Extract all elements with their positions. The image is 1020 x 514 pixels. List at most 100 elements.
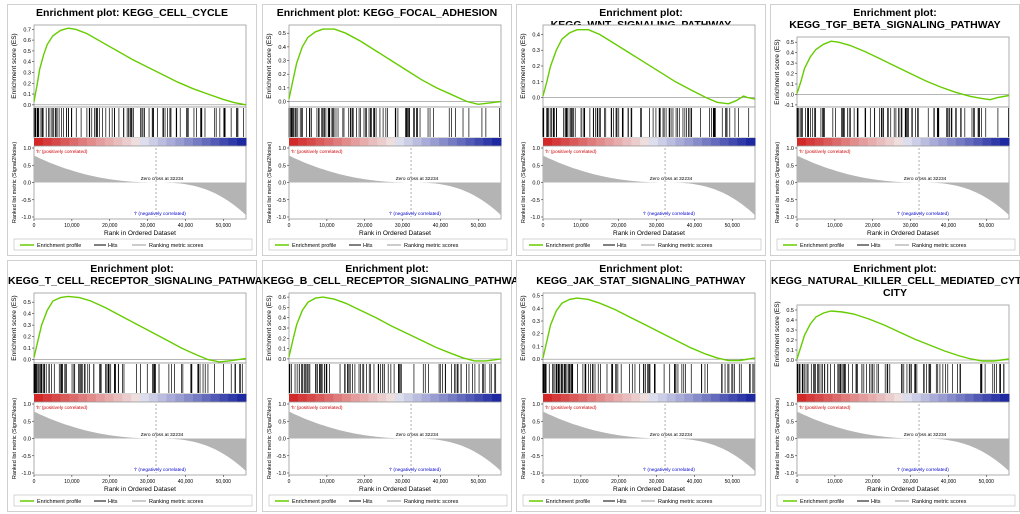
rank-gradient-segment [113,138,123,146]
chart-title: Enrichment plot: KEGG_JAK_STAT_SIGNALING_… [517,263,765,287]
rank-gradient-segment [386,394,396,402]
rank-gradient-segment [858,394,869,402]
legend-hits-label: Hits [363,499,373,505]
rank-gradient-segment [867,138,877,146]
x-tick-label: 50,000 [216,479,232,485]
legend-es-label: Enrichment profile [292,243,336,249]
es-y-tick-label: 0.5 [786,40,794,46]
metric-y-tick-label: 1.0 [278,402,286,408]
gsea-panel: Enrichment plot: KEGG_B_CELL_RECEPTOR_SIG… [262,260,525,512]
es-enrichment-line [542,297,756,362]
rank-gradient-segment [569,138,579,146]
metric-y-axis-label: Ranked list metric (Signal2Noise) [775,398,781,479]
gsea-chart-svg: -0.1 0.0 0.1 0.2 0.3 0.4 0.5 Enrichment score (… [774,36,1016,251]
legend-hits-label: Hits [871,499,881,505]
rank-gradient-segment [166,138,176,146]
es-y-tick-label: 0.4 [532,32,540,38]
metric-y-axis-label: Ranked list metric (Signal2Noise) [267,398,273,479]
rank-gradient-segment [938,138,948,146]
rank-gradient-segment [867,394,877,402]
x-tick-label: 30,000 [395,479,411,485]
rank-gradient-segment [657,138,668,146]
legend-es-label: Enrichment profile [292,499,336,505]
x-tick-label: 40,000 [433,479,449,485]
rank-gradient-segment [306,394,316,402]
es-y-tick-label: 0.0 [278,100,286,106]
rank-gradient-segment [560,138,570,146]
metric-y-tick-label: 0.5 [278,419,286,425]
es-y-tick-label: 0.2 [786,338,794,344]
rank-gradient-segment [587,138,597,146]
rank-gradient-segment [894,138,904,146]
chart-title: Enrichment plot: KEGG_B_CELL_RECEPTOR_SIG… [263,263,525,287]
rank-gradient-segment [439,138,449,146]
gsea-panel: Enrichment plot: KEGG_NATURAL_KILLER_CELL… [770,260,1020,512]
rank-gradient-segment [982,394,992,402]
metric-area [34,155,246,216]
rank-gradient-segment [666,138,676,146]
metric-y-tick-label: -0.5 [22,198,31,204]
negative-label: 'l' (negatively correlated) [389,211,441,217]
x-tick-label: 50,000 [216,223,232,229]
rank-gradient-segment [359,138,369,146]
zero-cross-label: Zero cross at 32234 [904,176,947,182]
x-axis-label: Rank in Ordered Dataset [867,486,939,493]
es-y-tick-label: 0.6 [278,295,286,301]
rank-gradient-segment [858,138,869,146]
x-axis-label: Rank in Ordered Dataset [104,230,176,237]
metric-y-tick-label: -0.5 [277,198,286,204]
legend-hits-label: Hits [108,499,118,505]
es-plot-frame [796,36,1010,108]
x-tick-label: 20,000 [865,223,881,229]
rank-gradient-segment [342,394,352,402]
x-tick-label: 10,000 [319,479,335,485]
es-y-tick-label: 0.1 [532,80,540,86]
es-y-tick-label: 0.1 [532,344,540,350]
es-y-tick-label: 0.0 [786,92,794,98]
x-tick-label: 10,000 [64,223,80,229]
es-y-tick-label: 0.3 [278,326,286,332]
rank-gradient-segment [903,394,913,402]
rank-gradient-segment [306,138,316,146]
es-y-tick-label: 0.4 [23,312,31,318]
rank-gradient-segment [60,138,70,146]
es-y-tick-label: 0.3 [23,70,31,76]
x-tick-label: 10,000 [573,479,589,485]
rank-gradient-segment [324,138,334,146]
chart-title-line: Enrichment plot: KEGG_CELL_CYCLE [36,7,228,19]
es-y-tick-label: 0.1 [23,346,31,352]
rank-gradient-segment [746,138,756,146]
zero-cross-label: Zero cross at 32234 [904,432,947,438]
rank-gradient-segment [465,138,475,146]
rank-gradient-segment [543,138,553,146]
es-y-tick-label: 0.4 [786,51,794,57]
rank-gradient-segment [841,138,851,146]
gsea-chart-svg: 0.0 0.1 0.2 0.3 0.4 0.5 Enrichment score (ES) 1… [266,24,508,251]
x-tick-label: 40,000 [941,223,957,229]
es-y-tick-label: 0.0 [278,357,286,363]
es-enrichment-line [796,40,1010,101]
x-tick-label: 0 [542,479,545,485]
es-y-tick-label: 0.6 [23,38,31,44]
es-y-axis-label: Enrichment score (ES) [520,295,527,360]
rank-gradient-segment [148,394,159,402]
x-tick-label: 30,000 [649,223,665,229]
rank-gradient-segment [613,138,623,146]
rank-gradient-segment [315,138,325,146]
gsea-chart-svg: 0.0 0.1 0.2 0.3 0.4 Enrichment score (ES) 1.0 0… [520,24,762,251]
metric-y-tick-label: -1.0 [531,471,540,477]
x-tick-label: 40,000 [687,223,703,229]
es-y-tick-label: 0.5 [532,294,540,300]
rank-gradient-segment [604,138,615,146]
chart-title: Enrichment plot: KEGG_CELL_CYCLE [8,7,256,19]
rank-gradient-segment [746,394,756,402]
metric-y-axis-label: Ranked list metric (Signal2Noise) [12,398,18,479]
es-y-tick-label: 0.0 [23,103,31,109]
rank-gradient-segment [368,138,378,146]
x-tick-label: 20,000 [865,479,881,485]
x-axis-label: Rank in Ordered Dataset [359,486,431,493]
rank-gradient-segment [702,138,712,146]
rank-gradient-segment [832,138,842,146]
es-y-tick-label: 0.3 [23,323,31,329]
positive-label: 'h' (positively correlated) [36,149,88,155]
